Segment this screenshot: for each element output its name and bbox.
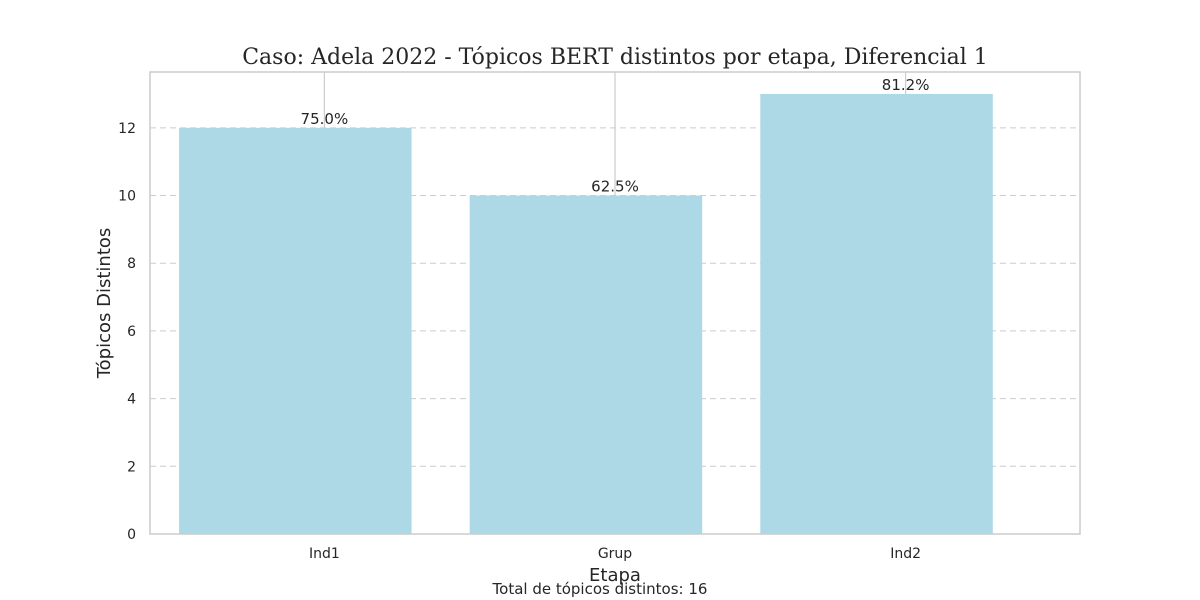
x-tick-label-ind2: Ind2: [890, 546, 921, 562]
x-axis-label: Etapa: [589, 565, 641, 586]
x-tick-label-grup: Grup: [598, 546, 632, 562]
y-axis-ticks: 0 2 4 6 8 10 12: [118, 121, 136, 543]
bar-data-label: 62.5%: [591, 178, 639, 196]
y-axis-label: Tópicos Distintos: [94, 228, 115, 380]
y-tick-label: 0: [127, 527, 136, 543]
chart-title: Caso: Adela 2022 - Tópicos BERT distinto…: [242, 45, 988, 70]
bar-ind1: [179, 127, 412, 534]
x-axis-ticks: Ind1 Grup Ind2: [309, 546, 921, 562]
y-tick-label: 10: [118, 189, 136, 205]
bar-data-label: 81.2%: [882, 76, 930, 94]
bar-ind2: [760, 94, 993, 534]
bars: [179, 94, 993, 535]
y-tick-label: 8: [127, 256, 136, 272]
x-tick-label-ind1: Ind1: [309, 546, 340, 562]
y-tick-label: 4: [127, 392, 136, 408]
y-tick-label: 6: [127, 324, 136, 340]
total-topics-footnote: Total de tópicos distintos: 16: [492, 580, 708, 598]
y-tick-label: 12: [118, 121, 136, 137]
plot-frame: [149, 71, 1081, 535]
y-tick-label: 2: [127, 459, 136, 475]
bar-data-label: 75.0%: [301, 110, 349, 128]
bar-value-labels: 75.0% 62.5% 81.2%: [301, 76, 930, 196]
bar-grup: [469, 195, 703, 535]
